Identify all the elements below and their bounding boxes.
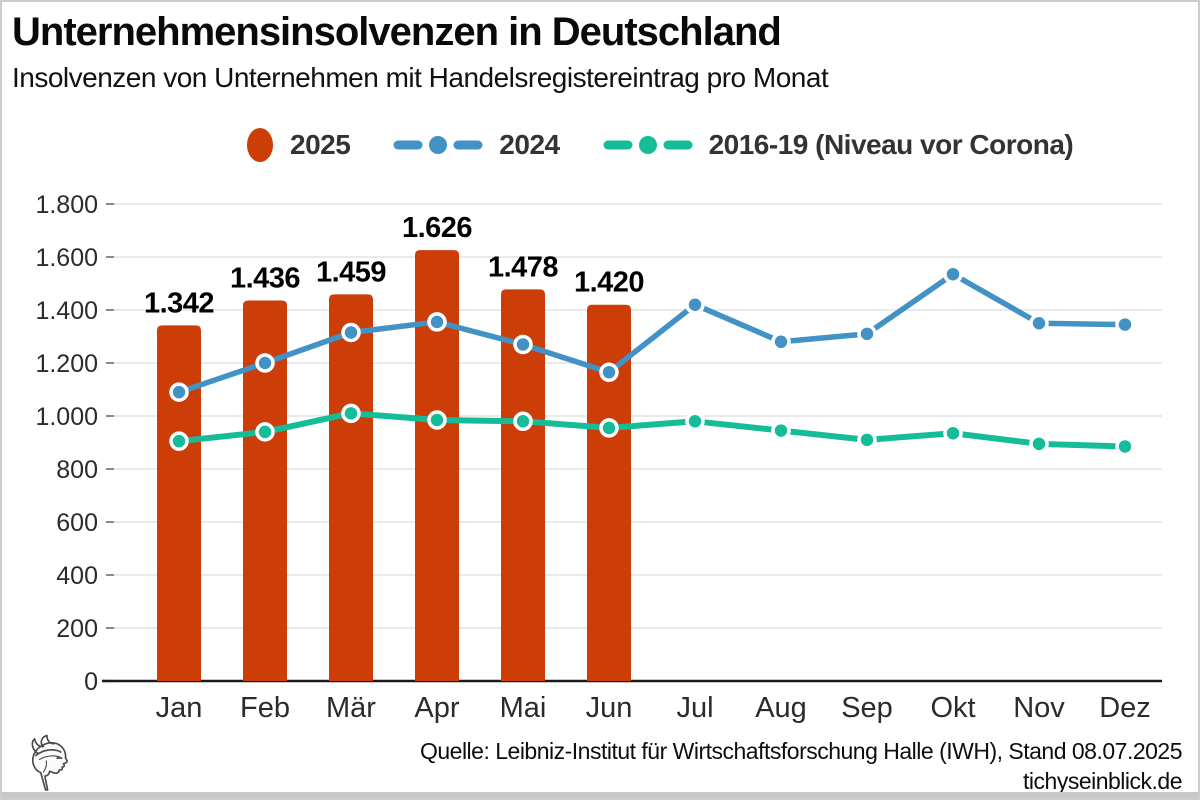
bar-Apr (415, 250, 459, 682)
x-axis-label-Jul: Jul (676, 692, 713, 724)
x-axis-label-Jan: Jan (156, 692, 203, 724)
point-2016-19 (Niveau vor Corona)-Mär (341, 403, 361, 424)
source-note: Quelle: Leibniz-Institut für Wirtschafts… (419, 738, 1183, 764)
point-2024-Jan (169, 382, 189, 402)
y-axis-label-200: 200 (56, 615, 98, 643)
point-2016-19 (Niveau vor Corona)-Feb (255, 422, 275, 442)
point-2024-Aug (771, 332, 791, 352)
bottom-accent-bar (2, 792, 1198, 798)
bar-series-marker-icon (247, 128, 273, 162)
point-2016-19 (Niveau vor Corona)-Jan (169, 431, 189, 451)
x-axis-label-Apr: Apr (414, 692, 459, 724)
x-axis-label-Mai: Mai (500, 692, 547, 724)
line-series-marker-icon (393, 136, 483, 154)
point-2024-Mär (341, 322, 361, 343)
point-2024-Nov (1029, 313, 1049, 333)
y-axis-label-1.400: 1.400 (35, 297, 98, 325)
y-axis-label-400: 400 (56, 562, 98, 590)
legend-item-2025: 2025 (245, 126, 351, 164)
x-axis-label-Okt: Okt (930, 692, 975, 724)
line-2016-19 (Niveau vor Corona) (176, 410, 1128, 450)
point-2024-Jun (599, 362, 619, 383)
point-2016-19 (Niveau vor Corona)-Jun (599, 418, 619, 438)
point-2016-19 (Niveau vor Corona)-Aug (771, 420, 791, 441)
y-axis-label-0: 0 (84, 668, 98, 696)
chart-area: 0 200 400 600 800 1.000 1.200 1.400 1.600 1.800 1.… (2, 185, 1198, 730)
point-2016-19 (Niveau vor Corona)-Apr (427, 410, 447, 430)
bar-value-label-Apr: 1.626 (402, 212, 472, 244)
point-2024-Okt (943, 264, 963, 284)
legend-label-2025: 2025 (290, 129, 351, 160)
legend-item-2016-19: 2016-19 (Niveau vor Corona) (602, 129, 1074, 161)
point-2024-Jul (685, 294, 705, 315)
bar-Mär (329, 294, 373, 681)
bar-value-label-Mär: 1.459 (316, 256, 386, 288)
x-axis-label-Dez: Dez (1099, 692, 1151, 724)
x-axis-label-Sep: Sep (841, 692, 893, 724)
y-axis-label-1.800: 1.800 (35, 191, 98, 219)
legend-label-2016-19: 2016-19 (Niveau vor Corona) (708, 129, 1074, 160)
bar-Mai (501, 289, 545, 681)
bar-value-label-Feb: 1.436 (230, 262, 300, 294)
x-axis-label-Mär: Mär (326, 692, 376, 724)
site-credit: tichyseinblick.de (1023, 768, 1182, 794)
bar-value-label-Jan: 1.342 (144, 287, 214, 319)
x-axis-label-Feb: Feb (240, 692, 290, 724)
bar-Feb (243, 300, 287, 681)
bar-Jan (157, 325, 201, 681)
x-axis-label-Nov: Nov (1013, 692, 1065, 724)
y-axis-label-800: 800 (56, 456, 98, 484)
y-axis-label-1.000: 1.000 (35, 403, 98, 431)
bar-Jun (587, 304, 631, 681)
legend-item-2024: 2024 (392, 129, 560, 161)
x-axis-label-Aug: Aug (755, 692, 807, 724)
chart-legend: 2025 2024 2016-19 (Niveau vor Corona) (245, 126, 1074, 164)
bar-value-label-Jun: 1.420 (574, 267, 644, 299)
tichys-einblick-logo (31, 734, 68, 791)
point-2016-19 (Niveau vor Corona)-Dez (1115, 436, 1135, 457)
point-2024-Feb (255, 353, 275, 373)
point-2016-19 (Niveau vor Corona)-Jul (685, 411, 705, 432)
y-axis-label-1.600: 1.600 (35, 244, 98, 272)
page-title: Unternehmensinsolvenzen in Deutschland (12, 10, 782, 54)
y-axis-label-1.200: 1.200 (35, 350, 98, 378)
page-subtitle: Insolvenzen von Unternehmen mit Handelsr… (12, 62, 829, 93)
point-2024-Sep (857, 324, 877, 344)
y-axis-label-600: 600 (56, 509, 98, 537)
point-2016-19 (Niveau vor Corona)-Sep (857, 430, 877, 450)
bar-value-label-Mai: 1.478 (488, 251, 558, 283)
insolvency-chart: 0 200 400 600 800 1.000 1.200 1.400 1.600 1.800 1.… (35, 191, 1162, 724)
point-2016-19 (Niveau vor Corona)-Nov (1029, 434, 1049, 454)
legend-label-2024: 2024 (499, 129, 560, 160)
point-2016-19 (Niveau vor Corona)-Okt (943, 423, 963, 443)
point-2024-Dez (1115, 314, 1135, 335)
line-2024 (176, 271, 1128, 395)
line-series-marker-icon (603, 136, 693, 154)
point-2016-19 (Niveau vor Corona)-Mai (513, 411, 533, 432)
x-axis-label-Jun: Jun (586, 692, 633, 724)
point-2024-Apr (427, 312, 447, 332)
point-2024-Mai (513, 334, 533, 355)
